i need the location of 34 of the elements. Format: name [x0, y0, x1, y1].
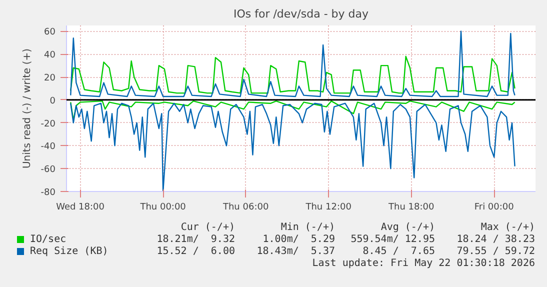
text: 8.45 / 7.65	[362, 246, 435, 258]
x-tick-label: Wed 18:00	[56, 202, 105, 212]
text: 18.43m/ 5.37	[256, 246, 335, 258]
y-tick-label: 20	[44, 74, 56, 84]
text: Avg (-/+)	[380, 222, 435, 234]
y-tick-label: -60	[40, 165, 56, 176]
x-tick-label: Thu 00:00	[139, 202, 186, 212]
text: 79.55 / 59.72	[456, 246, 535, 258]
x-tick-label: Thu 18:00	[388, 202, 434, 212]
text: 18.24 / 38.23	[456, 234, 535, 246]
line-series	[70, 30, 516, 98]
x-tick-label: Thu 12:00	[304, 202, 352, 212]
x-tick-label: Thu 06:00	[222, 202, 269, 212]
y-axis-title: Units read (-) / write (+)	[22, 48, 33, 169]
y-tick-label: 0	[50, 96, 56, 106]
line-series	[70, 102, 516, 192]
text: Last update: Fri May 22 01:30:18 2026	[311, 258, 535, 270]
text: 15.52 / 6.00	[156, 246, 235, 258]
y-tick-label: -20	[40, 119, 56, 130]
chart-title: IOs for /dev/sda - by day	[233, 8, 370, 20]
text: Max (-/+)	[480, 222, 535, 234]
text: 559.54m/ 12.95	[350, 234, 435, 246]
x-tick-label: Fri 00:00	[474, 202, 514, 212]
text: 1.00m/ 5.29	[262, 234, 335, 246]
y-tick-label: 60	[44, 28, 56, 38]
text: Min (-/+)	[280, 222, 335, 234]
text: Cur (-/+)	[180, 222, 235, 234]
y-tick-label: -40	[40, 142, 56, 152]
line-series	[70, 56, 516, 94]
y-tick-label: -80	[40, 188, 56, 198]
legend-label: IO/sec	[30, 234, 66, 246]
y-tick-label: 40	[44, 50, 56, 61]
text: 18.21m/ 9.32	[156, 234, 235, 246]
legend-label: Req Size (KB)	[30, 246, 108, 258]
